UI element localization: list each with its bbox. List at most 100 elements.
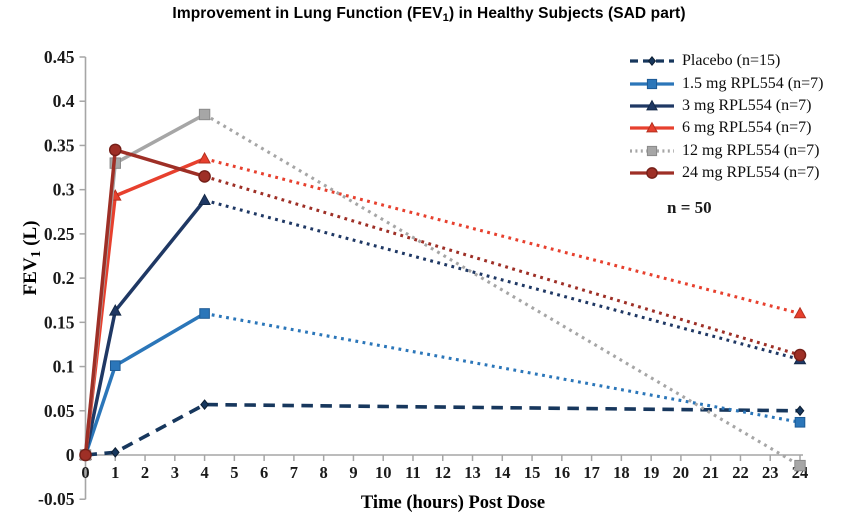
data-point-triangle xyxy=(646,99,658,111)
x-tick-label: 3 xyxy=(171,463,179,482)
legend-item-1-5mg: 1.5 mg RPL554 (n=7) xyxy=(629,72,823,94)
darkred-circle-line-swatch-icon xyxy=(630,167,674,179)
series-line-solid xyxy=(83,157,206,456)
legend-item-12mg: 12 mg RPL554 (n=7) xyxy=(629,140,823,162)
x-tick-label: 9 xyxy=(349,463,357,482)
series-1 xyxy=(80,308,806,461)
data-point-square xyxy=(198,108,211,121)
data-point-circle xyxy=(108,143,122,157)
series-line-solid xyxy=(83,199,206,456)
y-tick-label: 0.25 xyxy=(44,224,75,244)
legend-item-label: 1.5 mg RPL554 (n=7) xyxy=(682,74,824,92)
data-point-triangle xyxy=(793,306,807,319)
red-triangle-line-swatch-icon xyxy=(630,122,674,133)
data-point-triangle xyxy=(198,193,211,206)
x-tick-label: 11 xyxy=(405,463,421,482)
y-tick-label: -0.05 xyxy=(38,489,75,509)
x-tick-label: 13 xyxy=(464,463,481,482)
y-tick-label: 0.05 xyxy=(44,401,75,421)
data-point-square xyxy=(794,416,806,428)
data-point-diamond xyxy=(110,446,120,458)
data-point-diamond xyxy=(200,399,210,410)
x-tick-label: 7 xyxy=(290,463,298,482)
y-axis-label-pre: FEV xyxy=(20,257,41,296)
y-tick-label: 0.2 xyxy=(53,268,75,288)
data-point-square xyxy=(646,78,658,89)
x-tick-label: 0 xyxy=(81,463,89,482)
legend-item-label: 12 mg RPL554 (n=7) xyxy=(682,141,820,159)
x-axis-label: Time (hours) Post Dose xyxy=(360,493,546,513)
data-point-circle xyxy=(79,448,92,462)
x-tick-label: 16 xyxy=(554,463,571,482)
y-tick-label: 0.4 xyxy=(53,91,75,111)
legend-item-label: Placebo (n=15) xyxy=(682,52,781,70)
y-axis-label-subscript: 1 xyxy=(27,250,43,258)
series-0 xyxy=(81,399,805,461)
series-2 xyxy=(79,193,807,460)
chart-title-post: ) in Healthy Subjects (SAD part) xyxy=(448,5,686,22)
data-point-square xyxy=(646,145,658,156)
data-point-circle xyxy=(793,348,807,362)
series-line-dotted xyxy=(204,174,801,357)
sample-size-annotation: n = 50 xyxy=(667,198,712,217)
x-tick-label: 21 xyxy=(702,463,719,482)
x-tick-label: 23 xyxy=(762,463,779,482)
series-line-solid xyxy=(83,311,206,456)
x-tick-label: 14 xyxy=(494,463,511,482)
x-tick-label: 15 xyxy=(524,463,541,482)
y-tick-label: 0.15 xyxy=(44,312,75,332)
legend-item-24mg: 24 mg RPL554 (n=7) xyxy=(629,162,823,184)
legend-item-label: 6 mg RPL554 (n=7) xyxy=(682,119,812,137)
x-tick-label: 22 xyxy=(732,463,749,482)
y-tick-label: 0.3 xyxy=(53,180,75,200)
chart-title: Improvement in Lung Function (FEV1) in H… xyxy=(0,5,858,25)
legend-item-3mg: 3 mg RPL554 (n=7) xyxy=(629,95,823,117)
data-point-square xyxy=(794,459,806,472)
x-tick-label: 18 xyxy=(613,463,630,482)
x-tick-label: 19 xyxy=(643,463,660,482)
x-tick-label: 12 xyxy=(435,463,452,482)
data-point-circle xyxy=(198,170,211,183)
data-point-circle xyxy=(646,167,658,179)
series-line-dashed xyxy=(85,402,801,457)
series-line-dotted xyxy=(203,113,801,467)
legend-item-placebo: Placebo (n=15) xyxy=(629,50,823,72)
placebo-dashed-diamond-swatch-icon xyxy=(630,56,674,67)
blue-square-line-swatch-icon xyxy=(630,78,674,89)
data-point-diamond xyxy=(795,405,805,417)
chart-legend: Placebo (n=15) 1.5 mg RPL554 (n=7) 3 mg … xyxy=(629,50,823,184)
x-tick-label: 8 xyxy=(320,463,328,482)
x-tick-label: 17 xyxy=(583,463,600,482)
x-tick-label: 1 xyxy=(111,463,119,482)
data-point-diamond xyxy=(647,56,657,67)
x-tick-label: 20 xyxy=(673,463,690,482)
navy-triangle-line-swatch-icon xyxy=(630,99,674,111)
data-point-triangle xyxy=(646,122,658,133)
series-line-dotted xyxy=(204,157,801,315)
x-tick-label: 6 xyxy=(260,463,268,482)
x-tick-label: 10 xyxy=(375,463,392,482)
series-line-dotted xyxy=(204,311,801,424)
x-tick-label: 2 xyxy=(141,463,149,482)
y-axis-label-post: (L) xyxy=(20,220,41,251)
y-tick-label: 0.35 xyxy=(44,135,75,155)
x-tick-label: 4 xyxy=(200,463,208,482)
series-5 xyxy=(79,143,807,462)
chart-title-pre: Improvement in Lung Function (FEV xyxy=(172,5,443,22)
legend-item-label: 3 mg RPL554 (n=7) xyxy=(682,96,812,114)
data-point-triangle xyxy=(108,304,122,316)
chart-title-subscript: 1 xyxy=(442,12,449,25)
legend-item-6mg: 6 mg RPL554 (n=7) xyxy=(629,117,823,139)
y-axis-label: FEV1 (L) xyxy=(20,220,43,296)
legend-item-label: 24 mg RPL554 (n=7) xyxy=(682,164,820,182)
y-tick-label: 0.45 xyxy=(44,47,75,67)
data-point-square xyxy=(109,360,121,371)
y-tick-label: 0 xyxy=(66,445,75,465)
data-point-triangle xyxy=(198,151,211,164)
x-tick-label: 5 xyxy=(230,463,238,482)
data-point-square xyxy=(199,308,210,319)
y-tick-label: 0.1 xyxy=(53,357,75,377)
series-line-dotted xyxy=(204,198,801,361)
